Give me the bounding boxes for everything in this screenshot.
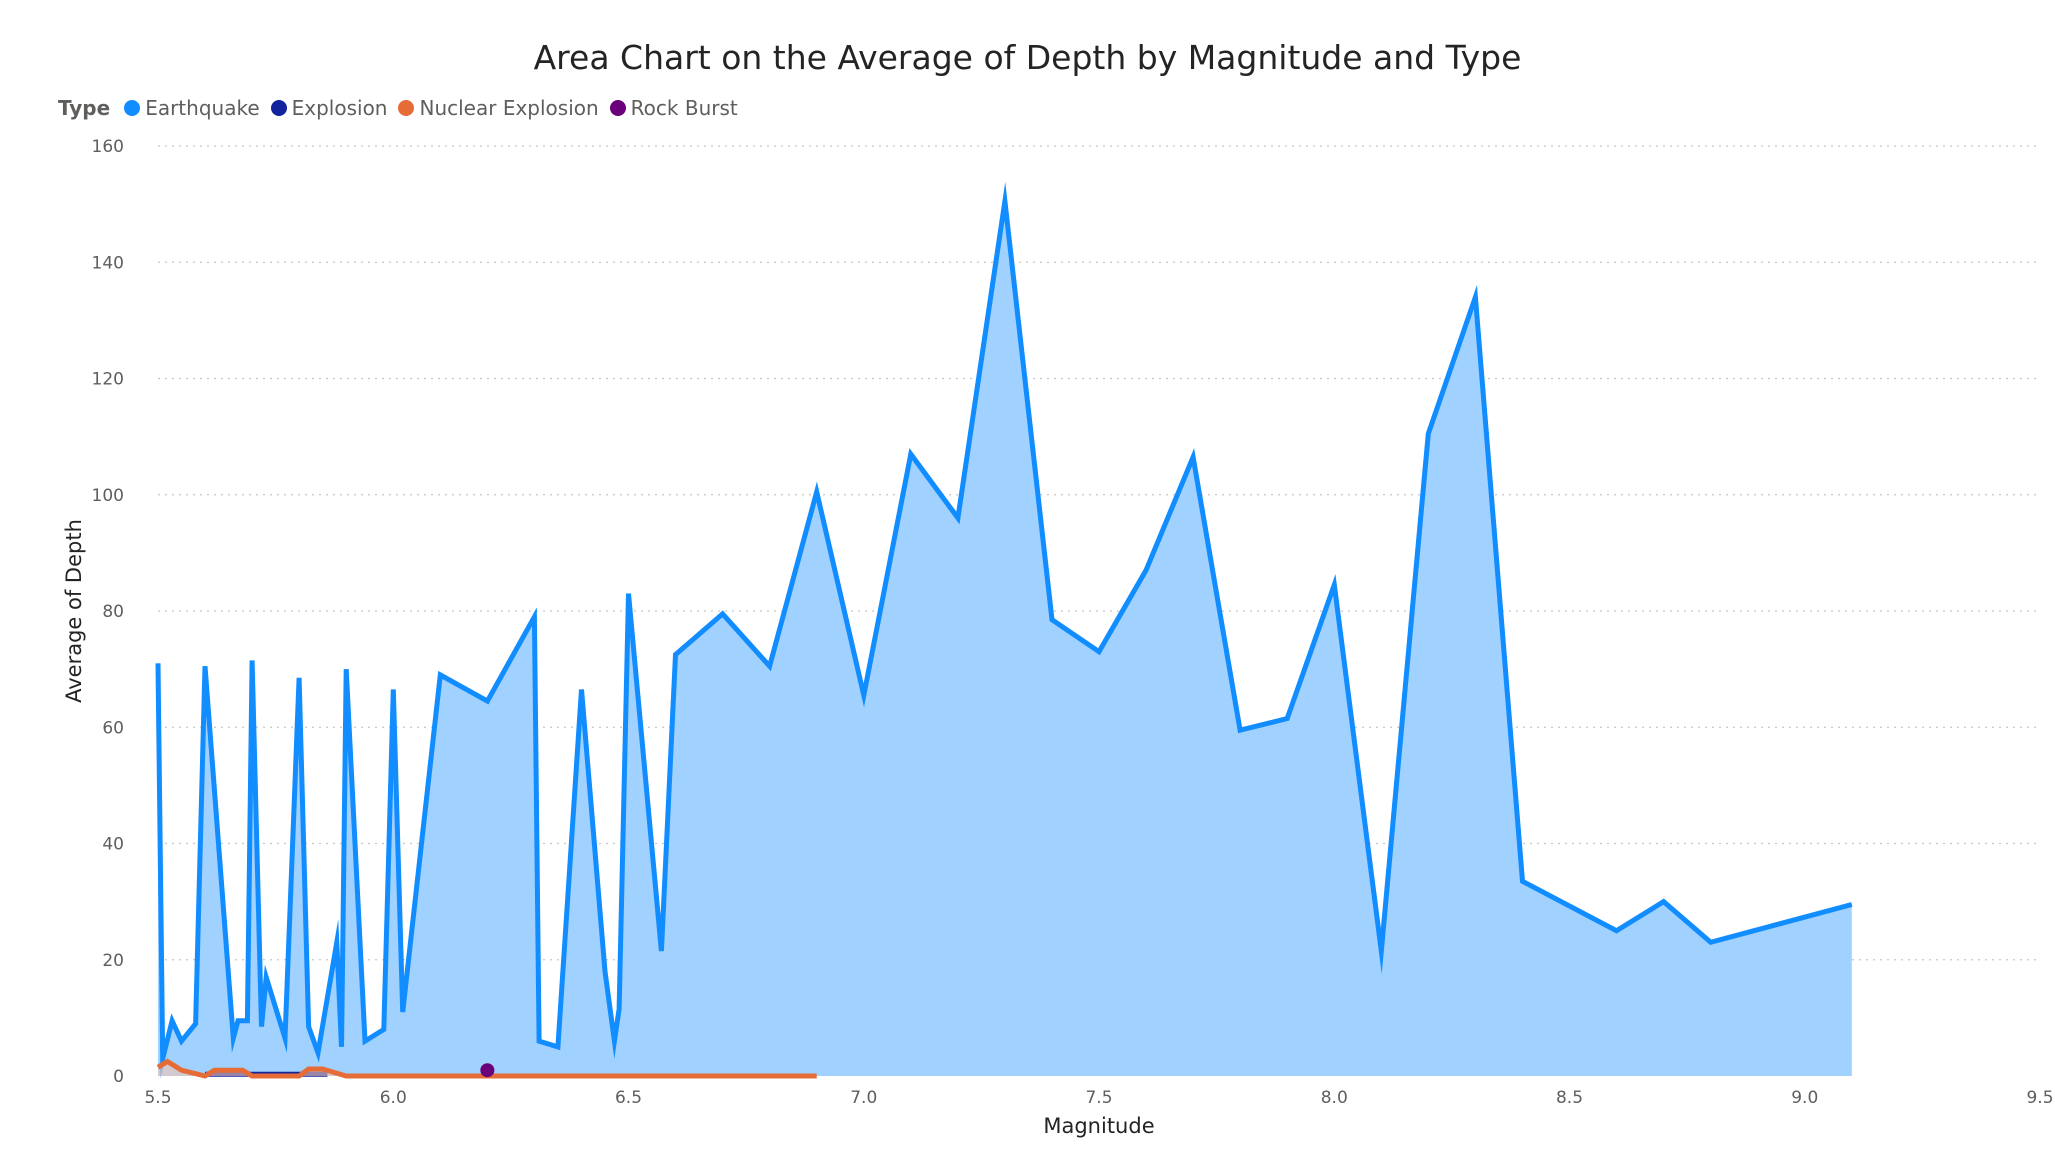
y-tick-label: 20 (102, 951, 124, 971)
legend-label: Nuclear Explosion (419, 96, 599, 120)
y-tick-label: 120 (92, 370, 124, 390)
series-line-earthquake (155, 181, 1853, 1079)
legend-item-nuclear-explosion[interactable]: Nuclear Explosion (398, 96, 599, 120)
x-tick-label: 8.0 (1321, 1088, 1348, 1108)
x-tick-label: 6.5 (615, 1088, 642, 1108)
legend-marker-icon (398, 100, 415, 116)
x-tick-label: 6.0 (380, 1088, 407, 1108)
legend-label: Rock Burst (630, 96, 738, 120)
x-tick-label: 8.5 (1556, 1088, 1583, 1108)
y-tick-label: 40 (102, 835, 124, 855)
legend-label: Earthquake (145, 96, 260, 120)
series-rock-burst (480, 1063, 495, 1078)
x-tick-label: 9.5 (2026, 1088, 2053, 1108)
legend-item-explosion[interactable]: Explosion (270, 96, 388, 120)
series-area-nuclear-explosion (158, 1061, 817, 1076)
data-point-rock-burst[interactable] (480, 1063, 495, 1078)
axes: 0 20 40 60 80 100 120 140 160 5.5 6.0 6.5 7.0 7.5 8.0 8… (92, 137, 2054, 1108)
y-tick-label: 0 (113, 1067, 124, 1087)
series-layer (155, 181, 1853, 1079)
y-tick-label: 160 (92, 137, 124, 157)
legend-item-earthquake[interactable]: Earthquake (124, 96, 260, 120)
y-tick-label: 80 (102, 602, 124, 622)
legend-label: Explosion (291, 96, 388, 120)
y-tick-label: 100 (92, 486, 124, 506)
y-tick-label: 60 (102, 718, 124, 738)
x-tick-label: 7.5 (1085, 1088, 1112, 1108)
legend-marker-icon (609, 100, 626, 116)
legend: Type Earthquake Explosion Nuclear Explos… (58, 96, 749, 120)
series-line-nuclear-explosion (156, 1058, 817, 1079)
x-axis-title: Magnitude (1043, 1114, 1154, 1138)
series-earthquake (155, 181, 1853, 1079)
x-tick-label: 7.0 (850, 1088, 877, 1108)
series-nuclear-explosion (156, 1058, 817, 1079)
y-tick-label: 140 (92, 253, 124, 273)
legend-marker-icon (124, 100, 141, 116)
legend-item-rock-burst[interactable]: Rock Burst (609, 96, 738, 120)
y-axis-title: Average of Depth (62, 519, 86, 703)
x-tick-label: 9.0 (1791, 1088, 1818, 1108)
series-area-earthquake (158, 201, 1852, 1076)
x-tick-label: 5.5 (144, 1088, 171, 1108)
legend-title: Type (58, 96, 111, 120)
chart-title: Area Chart on the Average of Depth by Ma… (533, 38, 1522, 77)
legend-marker-icon (270, 100, 287, 116)
